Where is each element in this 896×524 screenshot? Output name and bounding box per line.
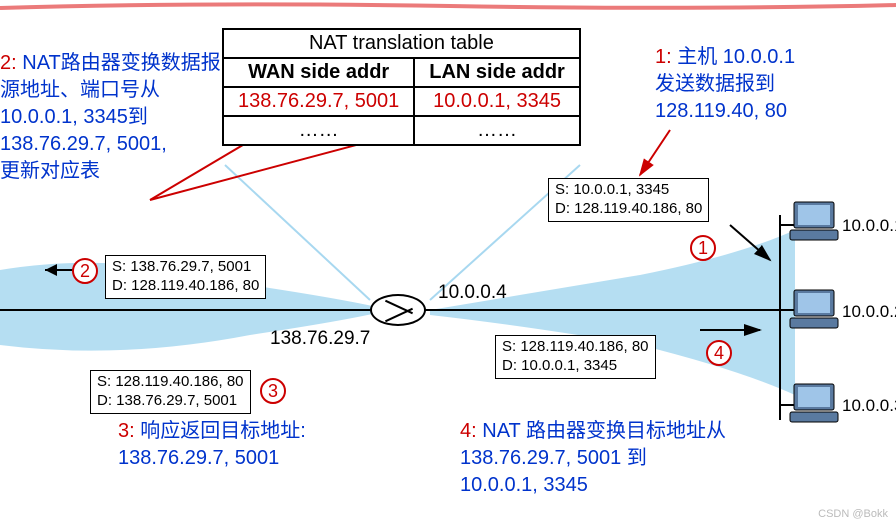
step3-note: 3: 响应返回目标地址: 138.76.29.7, 5001 bbox=[118, 418, 306, 472]
packet-1: S: 10.0.0.1, 3345 D: 128.119.40.186, 80 bbox=[548, 178, 709, 222]
host-2-ip: 10.0.0.2 bbox=[842, 302, 896, 322]
host-2-icon bbox=[788, 288, 840, 332]
host-1-icon bbox=[788, 200, 840, 244]
step2-prefix: 2: bbox=[0, 52, 17, 74]
step1-l2: 发送数据报到 bbox=[655, 73, 775, 95]
step2-l4: 138.76.29.7, 5001, bbox=[0, 133, 167, 155]
nat-table-wan-more: …… bbox=[223, 116, 414, 145]
step3-circle: 3 bbox=[260, 378, 286, 404]
step2-l1: NAT路由器变换数据报 bbox=[17, 52, 221, 74]
router-lan-ip: 10.0.0.4 bbox=[438, 282, 507, 304]
step4-l3: 10.0.0.1, 3345 bbox=[460, 474, 588, 496]
packet3-dst: D: 138.76.29.7, 5001 bbox=[97, 392, 244, 411]
nat-table-lan-val: 10.0.0.1, 3345 bbox=[414, 87, 580, 116]
step4-prefix: 4: bbox=[460, 420, 477, 442]
nat-table-col-wan: WAN side addr bbox=[223, 58, 414, 87]
packet2-dst: D: 128.119.40.186, 80 bbox=[112, 277, 259, 296]
packet-2: S: 138.76.29.7, 5001 D: 128.119.40.186, … bbox=[105, 255, 266, 299]
nat-translation-table: NAT translation table WAN side addr LAN … bbox=[222, 28, 581, 146]
step1-l1: 主机 10.0.0.1 bbox=[672, 46, 795, 68]
step4-l1: NAT 路由器变换目标地址从 bbox=[477, 420, 726, 442]
step2-note: 2: NAT路由器变换数据报 源地址、端口号从 10.0.0.1, 3345到 … bbox=[0, 50, 225, 185]
step2-l2: 源地址、端口号从 bbox=[0, 79, 160, 101]
step3-prefix: 3: bbox=[118, 420, 135, 442]
packet4-dst: D: 10.0.0.1, 3345 bbox=[502, 357, 649, 376]
watermark: CSDN @Bokk bbox=[818, 508, 888, 520]
step4-l2: 138.76.29.7, 5001 到 bbox=[460, 447, 647, 469]
host-3-icon bbox=[788, 382, 840, 426]
host-1-ip: 10.0.0.1 bbox=[842, 216, 896, 236]
router-wan-ip: 138.76.29.7 bbox=[270, 328, 370, 350]
step1-circle: 1 bbox=[690, 235, 716, 261]
step2-circle: 2 bbox=[72, 258, 98, 284]
step3-l2: 138.76.29.7, 5001 bbox=[118, 447, 279, 469]
packet-4: S: 128.119.40.186, 80 D: 10.0.0.1, 3345 bbox=[495, 335, 656, 379]
packet4-src: S: 128.119.40.186, 80 bbox=[502, 338, 649, 357]
nat-table-lan-more: …… bbox=[414, 116, 580, 145]
nat-table-col-lan: LAN side addr bbox=[414, 58, 580, 87]
host-3-ip: 10.0.0.3 bbox=[842, 396, 896, 416]
step2-l5: 更新对应表 bbox=[0, 160, 100, 182]
packet-3: S: 128.119.40.186, 80 D: 138.76.29.7, 50… bbox=[90, 370, 251, 414]
packet1-src: S: 10.0.0.1, 3345 bbox=[555, 181, 702, 200]
router-icon bbox=[370, 294, 426, 326]
nat-table-title: NAT translation table bbox=[223, 29, 580, 58]
step1-note: 1: 主机 10.0.0.1 发送数据报到 128.119.40, 80 bbox=[655, 44, 795, 125]
step4-circle: 4 bbox=[706, 340, 732, 366]
step2-l3: 10.0.0.1, 3345到 bbox=[0, 106, 148, 128]
packet2-src: S: 138.76.29.7, 5001 bbox=[112, 258, 259, 277]
step1-prefix: 1: bbox=[655, 46, 672, 68]
packet1-dst: D: 128.119.40.186, 80 bbox=[555, 200, 702, 219]
step3-l1: 响应返回目标地址: bbox=[135, 420, 306, 442]
packet3-src: S: 128.119.40.186, 80 bbox=[97, 373, 244, 392]
step1-l3: 128.119.40, 80 bbox=[655, 100, 787, 122]
nat-table-wan-val: 138.76.29.7, 5001 bbox=[223, 87, 414, 116]
step4-note: 4: NAT 路由器变换目标地址从 138.76.29.7, 5001 到 10… bbox=[460, 418, 726, 499]
